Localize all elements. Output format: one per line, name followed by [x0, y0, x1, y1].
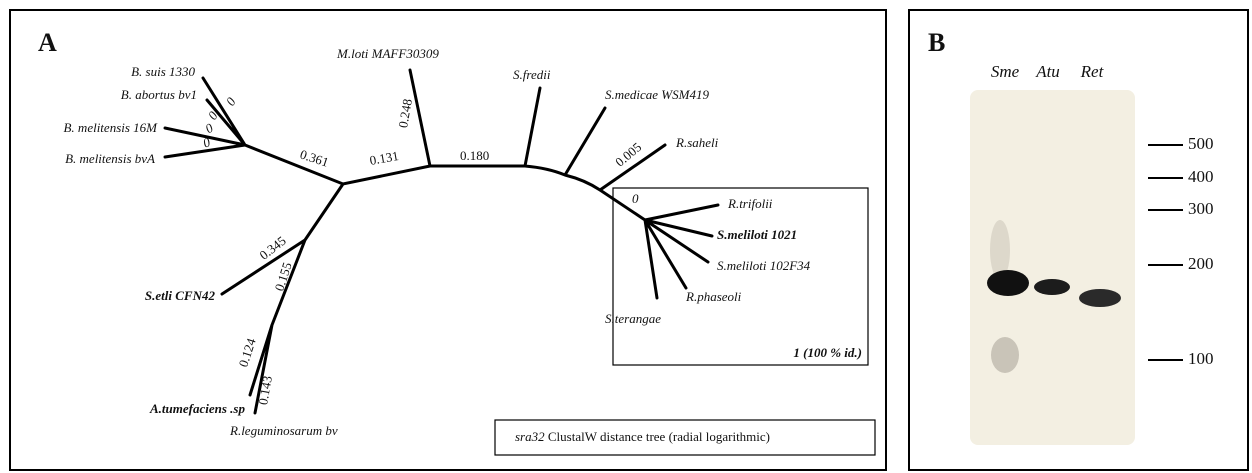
- inset-box: [613, 188, 868, 365]
- gel: [970, 90, 1135, 445]
- taxon: S.medicae WSM419: [605, 87, 709, 102]
- branch-length: 0: [223, 94, 239, 108]
- lane-label: Ret: [1080, 62, 1105, 81]
- caption: sra32 ClustalW distance tree (radial log…: [515, 429, 770, 444]
- inset-label: 1 (100 % id.): [793, 345, 862, 360]
- branch-length: 0.131: [368, 148, 399, 168]
- band: [991, 337, 1019, 373]
- marker-label: 300: [1188, 199, 1214, 218]
- branch-length: 0.361: [298, 146, 330, 169]
- branch-length: 0.345: [256, 233, 288, 263]
- taxon: R.phaseoli: [685, 289, 742, 304]
- branch-length: 0: [632, 191, 639, 206]
- branch-length: 0.248: [395, 98, 415, 129]
- taxon: S.meliloti 1021: [717, 227, 797, 242]
- taxon: R.trifolii: [727, 196, 773, 211]
- branch-length: 0.143: [255, 375, 275, 406]
- taxon: M.loti MAFF30309: [336, 46, 439, 61]
- taxon: A.tumefaciens .sp: [149, 401, 245, 416]
- taxon: R.saheli: [675, 135, 719, 150]
- lane-label: Atu: [1035, 62, 1060, 81]
- branch-length: 0.124: [235, 336, 258, 369]
- page: {"panel_a": {"label": "A", "taxa": ["B. …: [0, 0, 1252, 473]
- taxon: S.etli CFN42: [145, 288, 216, 303]
- taxon: B. abortus bv1: [121, 87, 197, 102]
- marker-label: 100: [1188, 349, 1214, 368]
- taxon: B. melitensis 16M: [63, 120, 158, 135]
- marker-label: 500: [1188, 134, 1214, 153]
- figure: A B B. suis 1330 B. abortus bv1 B. melit…: [0, 0, 1252, 473]
- size-markers: 500 400 300 200 100: [1148, 134, 1214, 368]
- taxon: S.meliloti 102F34: [717, 258, 811, 273]
- band: [1079, 289, 1121, 307]
- panel-label: A: [38, 28, 57, 57]
- branch-length: 0: [202, 120, 216, 136]
- band: [987, 270, 1029, 296]
- lane-label: Sme: [991, 62, 1020, 81]
- panel-label: B: [928, 28, 945, 57]
- marker-label: 200: [1188, 254, 1214, 273]
- caption-text: ClustalW distance tree (radial logarithm…: [548, 429, 770, 444]
- gene-name: sra32: [515, 429, 545, 444]
- marker-label: 400: [1188, 167, 1214, 186]
- taxon: B. suis 1330: [131, 64, 195, 79]
- taxon: S.fredii: [513, 67, 551, 82]
- taxon: B. melitensis bvA: [65, 151, 155, 166]
- branch-length: 0.180: [460, 148, 489, 163]
- taxon: S.terangae: [605, 311, 661, 326]
- taxon: R.leguminosarum bv: [229, 423, 338, 438]
- branch-length: 0.005: [612, 139, 644, 169]
- band: [1034, 279, 1070, 295]
